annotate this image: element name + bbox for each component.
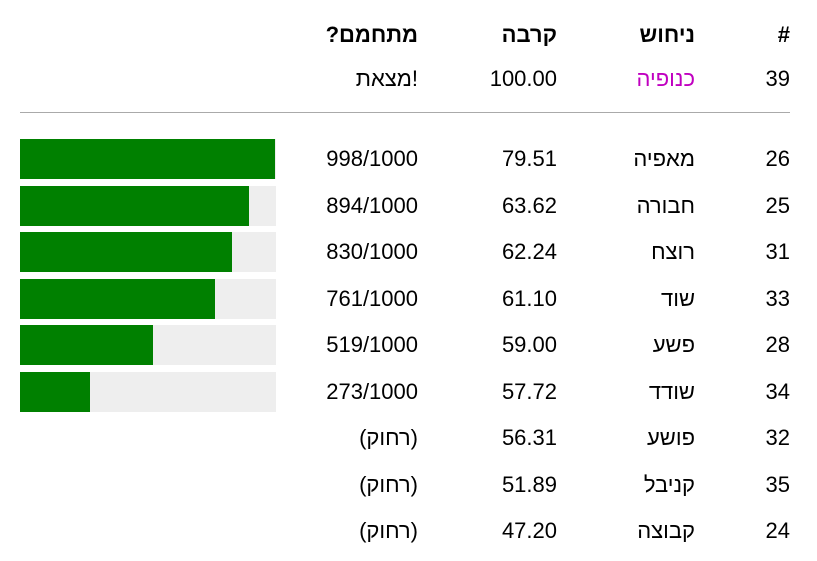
guess-cell: קבוצה bbox=[637, 518, 695, 543]
similarity-cell: 51.89 bbox=[501, 471, 557, 497]
guess-cell: שודד bbox=[648, 378, 695, 404]
similarity-cell: 59.00 bbox=[501, 332, 557, 357]
progress-bar bbox=[20, 232, 233, 272]
warming-cell: 830/1000 bbox=[326, 239, 418, 264]
progress-track bbox=[20, 278, 276, 319]
similarity-cell: 56.31 bbox=[501, 425, 557, 450]
number-cell: 26 bbox=[765, 146, 790, 171]
warming-cell: 894/1000 bbox=[326, 192, 418, 218]
number-cell: 39 bbox=[765, 66, 790, 91]
progress-bar bbox=[20, 139, 276, 179]
progress-track bbox=[20, 185, 276, 226]
guess-cell: מאפיה bbox=[633, 146, 695, 171]
number-cell: 33 bbox=[765, 285, 790, 311]
similarity-cell: 61.10 bbox=[501, 285, 557, 311]
progress-bar bbox=[20, 278, 215, 319]
guess-cell: שוד bbox=[661, 285, 695, 311]
similarity-cell: 79.51 bbox=[501, 146, 557, 171]
progress-bar bbox=[20, 325, 153, 365]
warming-cell: (רחוק) bbox=[359, 471, 418, 497]
number-cell: 34 bbox=[765, 378, 790, 404]
progress-track bbox=[20, 139, 276, 179]
number-cell: # bbox=[777, 22, 790, 47]
number-cell: 31 bbox=[765, 239, 790, 264]
guess-cell: חבורה bbox=[636, 192, 695, 218]
progress-track bbox=[20, 325, 276, 365]
guess-cell: ניחוש bbox=[639, 22, 695, 47]
warming-cell: 519/1000 bbox=[326, 332, 418, 357]
number-cell: 32 bbox=[765, 425, 790, 450]
separator bbox=[20, 112, 790, 113]
guess-cell: כנופיה bbox=[636, 66, 695, 91]
warming-cell: (רחוק) bbox=[359, 425, 418, 450]
guess-cell: פושע bbox=[647, 425, 695, 450]
number-cell: 24 bbox=[765, 518, 790, 543]
warming-cell: מצאת! bbox=[355, 66, 418, 91]
similarity-cell: 47.20 bbox=[501, 518, 557, 543]
warming-cell: 761/1000 bbox=[326, 285, 418, 311]
guess-cell: קניבל bbox=[643, 471, 695, 497]
similarity-cell: 63.62 bbox=[501, 192, 557, 218]
number-cell: 25 bbox=[765, 192, 790, 218]
guess-cell: רוצח bbox=[651, 239, 695, 264]
warming-cell: (רחוק) bbox=[359, 518, 418, 543]
similarity-cell: 57.72 bbox=[501, 378, 557, 404]
similarity-cell: קרבה bbox=[501, 22, 557, 47]
progress-track bbox=[20, 371, 276, 412]
warming-cell: 273/1000 bbox=[326, 378, 418, 404]
progress-bar bbox=[20, 185, 249, 226]
number-cell: 35 bbox=[765, 471, 790, 497]
progress-bar bbox=[20, 371, 90, 412]
warming-cell: 998/1000 bbox=[326, 146, 418, 171]
number-cell: 28 bbox=[765, 332, 790, 357]
similarity-cell: 100.00 bbox=[489, 66, 557, 91]
progress-track bbox=[20, 232, 276, 272]
similarity-cell: 62.24 bbox=[501, 239, 557, 264]
warming-cell: מתחמם? bbox=[325, 22, 418, 47]
guess-cell: פשע bbox=[652, 332, 695, 357]
